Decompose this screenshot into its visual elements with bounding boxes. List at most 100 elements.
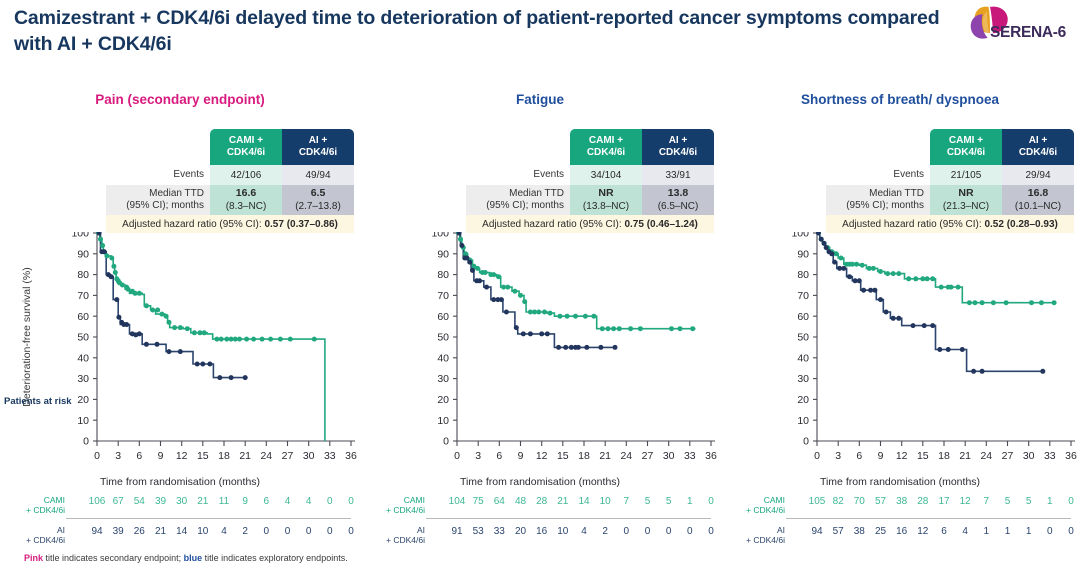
stats-row-events: Events 34/104 33/91 xyxy=(466,165,714,185)
risk-value: 75 xyxy=(472,496,484,507)
risk-value: 0 xyxy=(687,526,693,537)
x-tick-label: 6 xyxy=(856,450,862,462)
risk-value: 64 xyxy=(493,496,505,507)
censor-marker xyxy=(852,278,858,284)
censor-marker xyxy=(605,326,611,332)
y-tick-label: 50 xyxy=(437,332,449,344)
censor-marker xyxy=(930,323,936,329)
risk-value: 0 xyxy=(1047,526,1053,537)
x-tick-label: 27 xyxy=(1002,450,1014,462)
x-tick-label: 15 xyxy=(917,450,929,462)
serena-6-logo: SERENA-6 xyxy=(964,2,1072,54)
censor-marker xyxy=(114,297,120,303)
risk-value: 21 xyxy=(557,496,569,507)
censor-marker xyxy=(177,349,183,355)
stats-row-hazard: Adjusted hazard ratio (95% CI): 0.52 (0.… xyxy=(826,215,1074,233)
censor-marker xyxy=(200,361,206,367)
x-tick-label: 36 xyxy=(345,450,357,462)
censor-marker xyxy=(268,336,274,342)
risk-value: 26 xyxy=(133,526,145,537)
censor-marker xyxy=(598,344,604,350)
risk-value: 0 xyxy=(263,526,270,537)
censor-marker xyxy=(518,292,523,298)
risk-value: 11 xyxy=(218,496,230,507)
stats-label-median: Median TTD (95% CI); months xyxy=(466,185,570,215)
x-tick-label: 12 xyxy=(896,450,908,462)
censor-marker xyxy=(154,341,160,347)
stats-table-2: CAMI + CDK4/6i AI + CDK4/6i Events 21/105 29/9… xyxy=(826,129,1074,233)
risk-value: 82 xyxy=(832,496,844,507)
censor-marker xyxy=(859,262,865,268)
censor-marker xyxy=(467,259,473,265)
x-tick-label: 0 xyxy=(814,450,820,462)
censor-marker xyxy=(237,336,242,342)
stats-label-events: Events xyxy=(173,168,204,180)
stats-row-median: Median TTD (95% CI); months 16.6 (8.3–NC) 6.… xyxy=(106,185,354,215)
x-tick-label: 18 xyxy=(218,450,230,462)
censor-marker xyxy=(539,331,545,337)
censor-marker xyxy=(475,265,480,271)
censor-marker xyxy=(847,274,852,280)
censor-marker xyxy=(938,284,944,290)
risk-row-ai: AI + CDK4/6i 91 53 33 20 16 10 4 2 0 0 0 0 0 xyxy=(360,524,720,550)
censor-marker xyxy=(505,284,511,290)
median-ai-value: 16.8 (10.1–NC) xyxy=(1002,185,1074,215)
panel-title-0: Pain (secondary endpoint) xyxy=(95,92,265,107)
footnote-pink-word: Pink xyxy=(24,553,44,563)
risk-value: 0 xyxy=(348,496,354,507)
page-title: Camizestrant + CDK4/6i delayed time to d… xyxy=(14,7,940,55)
risk-divider xyxy=(66,518,351,519)
censor-marker xyxy=(112,270,118,275)
risk-value: 10 xyxy=(557,526,569,537)
risk-row-ai: AI + CDK4/6i 94 57 38 25 16 12 6 4 1 1 1 0 0 xyxy=(720,524,1080,550)
y-tick-label: 90 xyxy=(437,248,449,260)
censor-marker xyxy=(616,326,622,332)
events-ai-value: 49/94 xyxy=(282,165,354,185)
censor-marker xyxy=(990,300,996,306)
hazard-ratio-text: Adjusted hazard ratio (95% CI): 0.57 (0.… xyxy=(106,215,354,233)
censor-marker xyxy=(677,326,683,332)
x-tick-label: 24 xyxy=(620,450,632,462)
censor-marker xyxy=(833,251,839,257)
y-axis-label: Deterioration-free survival (%) xyxy=(21,267,33,406)
x-tick-label: 0 xyxy=(454,450,460,462)
censor-marker xyxy=(172,325,178,331)
censor-marker xyxy=(194,361,200,367)
censor-marker xyxy=(966,300,972,306)
y-tick-label: 20 xyxy=(437,394,449,406)
y-tick-label: 40 xyxy=(77,352,89,364)
x-tick-label: 3 xyxy=(835,450,841,462)
censor-marker xyxy=(818,236,824,242)
risk-numbers-ai: 94 57 38 25 16 12 6 4 1 1 1 0 0 xyxy=(720,524,1080,550)
censor-marker xyxy=(143,341,149,347)
censor-marker xyxy=(228,375,234,381)
x-tick-label: 27 xyxy=(642,450,654,462)
censor-marker xyxy=(520,331,526,337)
censor-marker xyxy=(568,344,574,350)
y-tick-label: 40 xyxy=(437,352,449,364)
censor-marker xyxy=(98,236,103,242)
censor-marker xyxy=(878,297,883,303)
censor-marker xyxy=(878,269,883,274)
censor-marker xyxy=(96,232,102,236)
censor-marker xyxy=(885,271,891,277)
x-tick-label: 6 xyxy=(136,450,142,462)
censor-marker xyxy=(132,290,138,296)
patients-at-risk-label: Patients at risk xyxy=(4,396,72,407)
risk-value: 70 xyxy=(853,496,865,507)
events-ai-value: 29/94 xyxy=(1002,165,1074,185)
censor-marker xyxy=(1040,368,1046,374)
censor-marker xyxy=(109,255,115,261)
x-tick-label: 3 xyxy=(475,450,481,462)
risk-label-cami: CAMI + CDK4/6i xyxy=(746,495,785,515)
km-chart-1: 0 10 20 30 40 50 60 70 80 90 100 0 3 6 9 12 15 18 21 24 27 30… xyxy=(360,232,720,462)
hazard-ratio-text: Adjusted hazard ratio (95% CI): 0.75 (0.… xyxy=(466,215,714,233)
stats-row-hazard: Adjusted hazard ratio (95% CI): 0.75 (0.… xyxy=(466,215,714,233)
median-ai-value: 13.8 (6.5–NC) xyxy=(642,185,714,215)
risk-value: 67 xyxy=(112,496,124,507)
median-cami-value: 16.6 (8.3–NC) xyxy=(210,185,282,215)
x-tick-label: 12 xyxy=(536,450,548,462)
risk-value: 38 xyxy=(853,526,865,537)
censor-marker xyxy=(155,307,161,313)
x-tick-label: 0 xyxy=(94,450,100,462)
